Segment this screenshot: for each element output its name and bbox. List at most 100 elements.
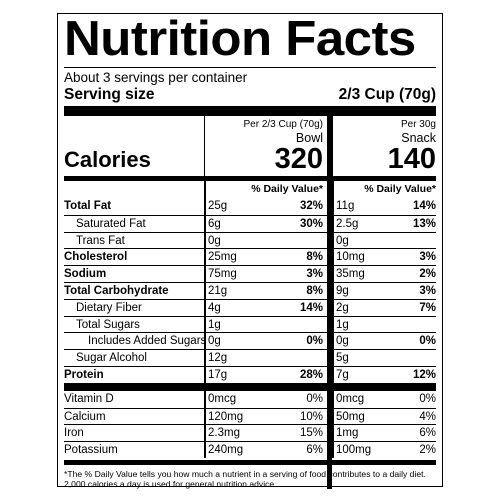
snack-amount: 1g [336, 318, 349, 331]
column-line [332, 181, 334, 198]
bowl-percent: 6% [306, 444, 323, 457]
bowl-percent: 28% [299, 368, 323, 381]
nutrient-name: Protein [64, 368, 104, 381]
column-line [332, 442, 334, 458]
snack-kind: Snack [401, 131, 436, 145]
nutrient-row: Total Carbohydrate 21g 8% 9g 3% [64, 281, 436, 299]
column-line [204, 408, 206, 425]
serving-size-label: Serving size [64, 86, 155, 103]
nutrient-row: Total Sugars 1g 1g [64, 315, 436, 333]
bowl-percent: 3% [306, 268, 323, 281]
nutrition-facts-label: Nutrition Facts About 3 servings per con… [57, 13, 443, 490]
snack-amount: 10mg [336, 251, 365, 264]
serving-size-row: Serving size 2/3 Cup (70g) [64, 86, 436, 104]
nutrient-name: Total Sugars [76, 318, 140, 331]
bowl-calories: 320 [274, 143, 323, 175]
vitamin-row: Iron 2.3mg 15% 1mg 6% [64, 424, 436, 442]
bowl-percent: 30% [299, 217, 323, 230]
column-line [332, 282, 334, 299]
column-line [204, 266, 206, 282]
calories-label: Calories [64, 147, 151, 172]
nutrient-row: Includes Added Sugars 0g 0% 0g 0% [64, 332, 436, 350]
snack-amount: 7g [336, 368, 349, 381]
bowl-percent: 32% [299, 200, 323, 212]
column-line [204, 333, 206, 350]
snack-amount: 9g [336, 284, 349, 297]
snack-percent: 3% [419, 251, 436, 264]
bowl-percent: 8% [306, 284, 323, 297]
nutrient-row: Sugar Alcohol 12g 5g [64, 349, 436, 366]
column-line [204, 350, 206, 366]
nutrient-rows: Total Fat 25g 32% 11g 14% Saturated Fat 6g 30% 2… [64, 198, 436, 383]
column-line [332, 266, 334, 282]
nutrient-row: Protein 17g 28% 7g 12% [64, 365, 436, 383]
column-line [332, 299, 334, 316]
column-line [204, 181, 206, 198]
bowl-percent: 14% [299, 301, 323, 314]
column-line [332, 390, 334, 408]
bowl-kind: Bowl [295, 131, 323, 145]
snack-percent: 4% [419, 410, 436, 423]
snack-percent: 7% [419, 301, 436, 314]
snack-amount: 1mg [336, 427, 359, 440]
column-line [204, 299, 206, 316]
bowl-amount: 2.3mg [208, 427, 240, 440]
bowl-amount: 25mg [208, 251, 237, 264]
nutrient-name: Iron [64, 427, 84, 440]
nutrient-row: Cholesterol 25mg 8% 10mg 3% [64, 248, 436, 266]
label-title: Nutrition Facts [64, 12, 416, 66]
snack-percent: 2% [419, 268, 436, 281]
snack-percent: 6% [419, 427, 436, 440]
column-line [204, 425, 206, 442]
column-line [204, 316, 206, 333]
snack-amount: 100mg [336, 444, 372, 457]
snack-per: Per 30g [400, 119, 436, 130]
vitamin-row: Potassium 240mg 6% 100mg 2% [64, 441, 436, 458]
nutrient-name: Vitamin D [64, 392, 114, 405]
column-separator [327, 116, 332, 489]
column-line [204, 249, 206, 266]
bowl-amount: 75mg [208, 268, 237, 281]
snack-calories: 140 [387, 143, 436, 175]
bowl-amount: 21g [208, 284, 228, 297]
vitamins-divider [64, 382, 436, 391]
snack-percent: 14% [412, 200, 436, 212]
column-line [204, 232, 206, 249]
column-line [332, 232, 334, 249]
column-line [332, 249, 334, 266]
bowl-amount: 17g [208, 368, 228, 381]
snack-amount: 0mcg [336, 392, 365, 405]
bowl-amount: 0mcg [208, 392, 237, 405]
column-line [332, 366, 334, 383]
snack-percent: 3% [419, 284, 436, 297]
column-line [204, 390, 206, 408]
column-line [332, 333, 334, 350]
nutrient-name: Sodium [64, 268, 107, 281]
vitamin-row: Calcium 120mg 10% 50mg 4% [64, 407, 436, 425]
bowl-amount: 120mg [208, 410, 244, 423]
footnote: *The % Daily Value tells you how much a … [64, 468, 426, 490]
bowl-amount: 25g [208, 200, 228, 212]
bowl-amount: 6g [208, 217, 221, 230]
snack-percent: 0% [419, 392, 436, 405]
snack-amount: 2g [336, 301, 349, 314]
bowl-amount: 0g [208, 234, 221, 247]
bowl-percent: 15% [299, 427, 323, 440]
snack-percent: 0% [419, 335, 436, 348]
column-line [332, 198, 334, 215]
nutrient-name: Total Fat [64, 200, 112, 212]
vitamin-row: Vitamin D 0mcg 0% 0mcg 0% [64, 390, 436, 408]
title-divider [64, 67, 436, 68]
column-line [204, 282, 206, 299]
snack-amount: 50mg [336, 410, 365, 423]
bowl-percent: 10% [299, 410, 323, 423]
snack-amount: 2.5g [336, 217, 359, 230]
snack-percent: 2% [419, 444, 436, 457]
bowl-percent: 0% [306, 335, 323, 348]
nutrient-name: Includes Added Sugars [88, 335, 207, 348]
nutrient-name: Saturated Fat [76, 217, 146, 230]
nutrient-name: Total Carbohydrate [64, 284, 169, 297]
snack-column-header: Per 30g Snack 140 [332, 116, 440, 176]
column-line [204, 442, 206, 458]
nutrient-row: Saturated Fat 6g 30% 2.5g 13% [64, 214, 436, 232]
